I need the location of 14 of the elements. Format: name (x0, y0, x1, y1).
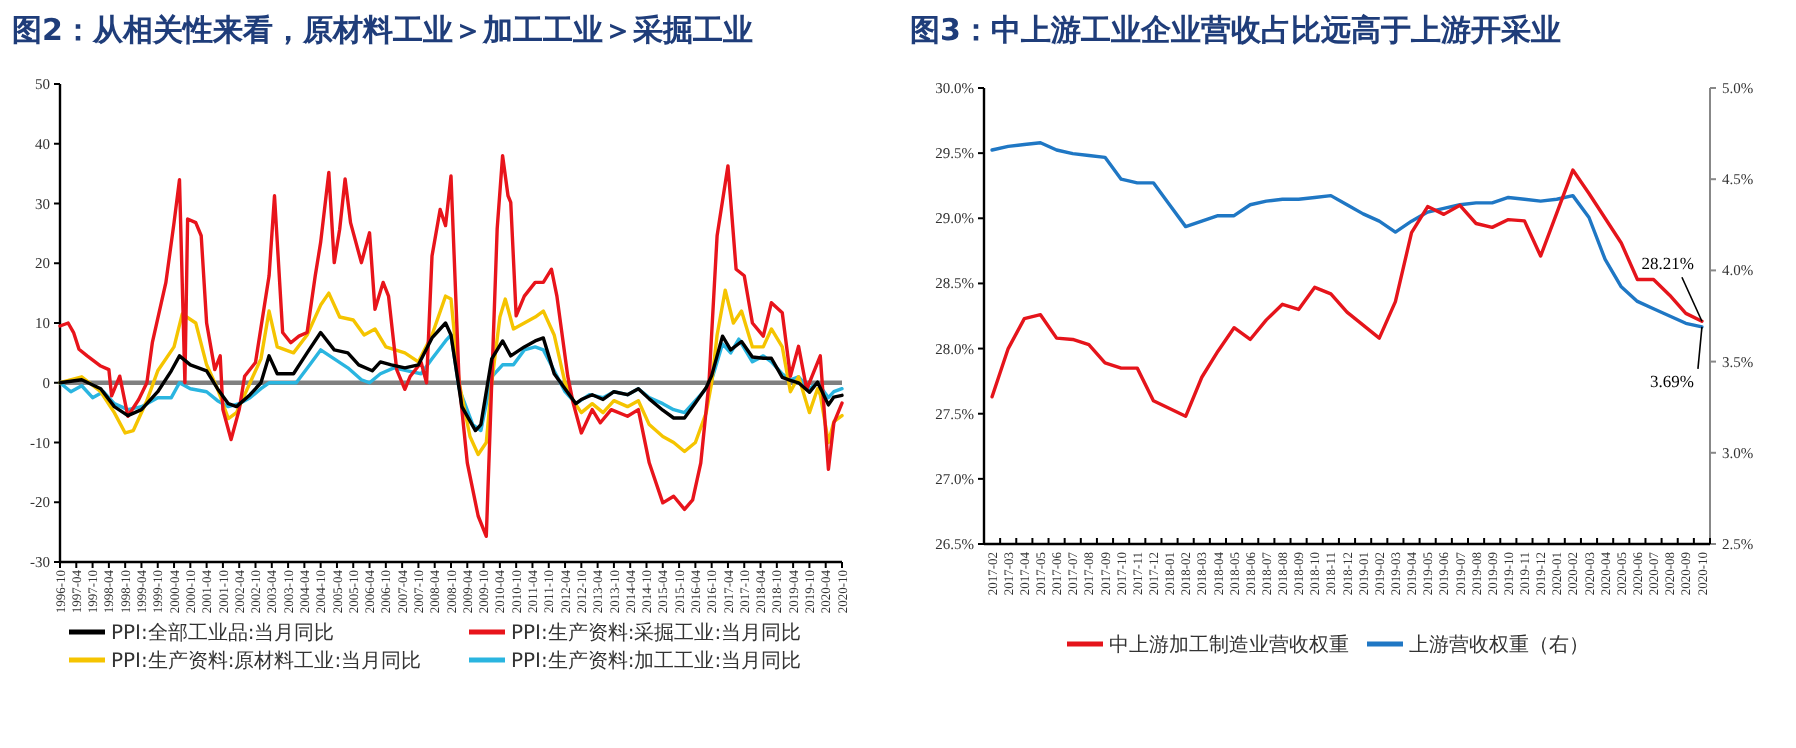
chart-title: 图3：中上游工业企业营收占比远高于上游开采业 (910, 12, 1561, 48)
data-label: 3.69% (1650, 370, 1694, 391)
legend-label: PPI:生产资料:加工工业:当月同比 (511, 649, 802, 673)
line-series (990, 141, 1704, 329)
line-series (990, 168, 1704, 419)
data-label: 28.21% (1641, 253, 1694, 274)
line-series (58, 288, 844, 457)
legend-label: PPI:全部工业品:当月同比 (111, 621, 335, 645)
line-series (58, 154, 844, 538)
legend-label: 上游营收权重（右） (1409, 633, 1589, 657)
legend-label: PPI:生产资料:原材料工业:当月同比 (111, 649, 422, 673)
legend-label: 中上游加工制造业营收权重 (1109, 633, 1349, 657)
legend-label: PPI:生产资料:采掘工业:当月同比 (511, 621, 802, 645)
chart-title: 图2：从相关性来看，原材料工业＞加工工业＞采掘工业 (12, 12, 753, 48)
